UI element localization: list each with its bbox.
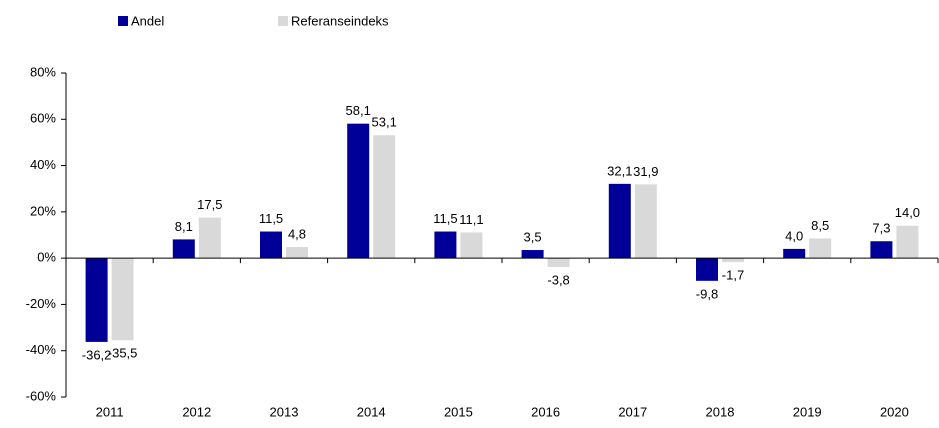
value-label: 17,5: [197, 197, 222, 212]
legend-label: Andel: [131, 13, 164, 28]
bar: [547, 258, 570, 267]
bar: [198, 217, 221, 259]
x-tick-label: 2017: [618, 404, 647, 419]
y-tick-label: 0%: [37, 250, 56, 265]
bar: [347, 123, 370, 259]
y-tick-label: 40%: [30, 157, 56, 172]
bar: [172, 239, 195, 259]
y-tick-label: -60%: [26, 388, 57, 403]
bar: [608, 183, 631, 259]
bar: [696, 258, 718, 281]
x-tick-label: 2012: [182, 404, 211, 419]
value-label: 11,5: [259, 211, 283, 226]
bar: [722, 258, 744, 263]
bar: [634, 184, 657, 259]
y-tick-label: 60%: [30, 111, 56, 126]
x-tick-label: 2018: [706, 404, 735, 419]
bar: [521, 250, 544, 259]
value-label: -9,8: [696, 286, 718, 301]
y-tick-label: -20%: [26, 296, 57, 311]
value-label: 31,9: [633, 164, 658, 179]
y-tick-label: 80%: [30, 64, 56, 79]
value-label: 4,0: [785, 228, 803, 243]
value-label: 4,8: [288, 226, 306, 241]
bar: [286, 247, 308, 259]
bar: [373, 135, 396, 259]
value-label: -3,8: [547, 272, 569, 287]
value-label: 3,5: [524, 229, 542, 244]
bar: [783, 248, 806, 259]
bar: [870, 241, 893, 259]
legend-swatch: [118, 16, 128, 26]
value-label: 14,0: [895, 205, 920, 220]
y-tick-label: 20%: [30, 203, 56, 218]
x-tick-label: 2020: [880, 404, 909, 419]
value-label: -36,2: [82, 347, 112, 362]
value-label: 8,5: [811, 218, 829, 233]
x-tick-label: 2011: [96, 404, 124, 419]
value-label: 58,1: [346, 103, 371, 118]
value-label: 8,1: [175, 219, 193, 234]
x-tick-label: 2014: [357, 404, 386, 419]
value-label: -1,7: [722, 268, 744, 283]
bar: [260, 231, 282, 259]
value-label: -35,5: [108, 346, 138, 361]
legend-swatch: [278, 16, 288, 26]
value-label: 7,3: [872, 221, 890, 236]
bar: [896, 225, 919, 259]
y-tick-label: -40%: [26, 342, 57, 357]
bar: [809, 238, 832, 259]
bar: [85, 258, 108, 342]
x-tick-label: 2013: [270, 404, 299, 419]
value-label: 11,5: [433, 211, 457, 226]
bar: [434, 231, 457, 259]
value-label: 32,1: [607, 163, 632, 178]
x-tick-label: 2019: [793, 404, 822, 419]
bar: [111, 258, 134, 341]
legend-label: Referanseindeks: [291, 13, 389, 28]
bar: [460, 232, 483, 259]
value-label: 11,1: [459, 212, 483, 227]
value-label: 53,1: [372, 115, 397, 130]
x-tick-label: 2015: [444, 404, 473, 419]
x-tick-label: 2016: [531, 404, 560, 419]
